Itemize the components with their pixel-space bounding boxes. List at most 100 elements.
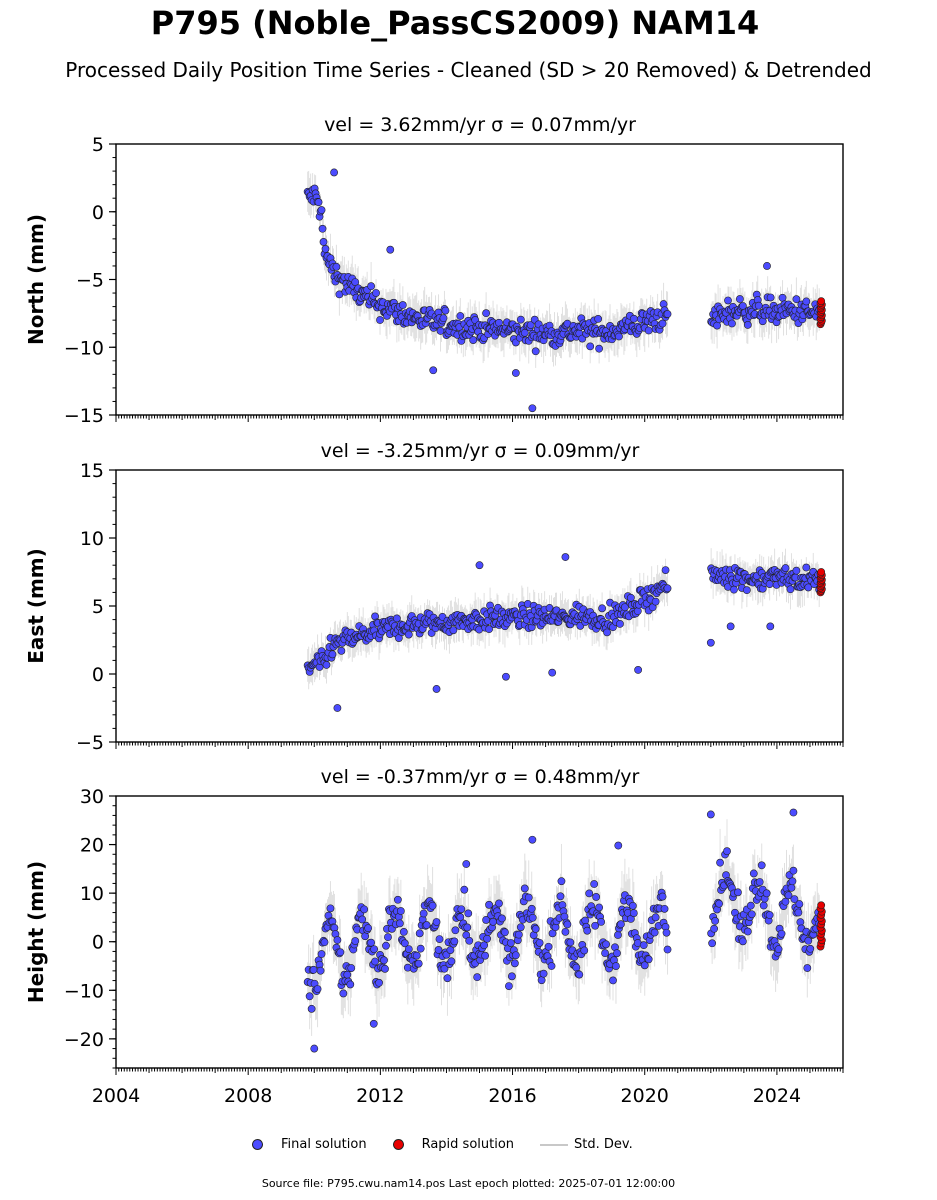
y-tick-label: 10	[80, 528, 104, 550]
panel-title: vel = 3.62mm/yr σ = 0.07mm/yr	[324, 114, 636, 136]
final-point	[396, 907, 405, 915]
final-point	[544, 942, 553, 951]
final-point	[629, 909, 638, 917]
final-point	[333, 936, 342, 944]
final-point	[738, 302, 747, 310]
final-point	[364, 924, 373, 933]
y-axis-label: Height (mm)	[24, 861, 48, 1003]
final-point	[370, 945, 378, 954]
final-point	[526, 321, 535, 329]
final-point	[774, 945, 783, 954]
legend-rapid: Rapid solution	[392, 1137, 514, 1152]
final-point	[371, 957, 379, 966]
final-point	[556, 892, 565, 901]
legend-stddev: Std. Dev.	[540, 1137, 633, 1152]
final-point	[572, 963, 581, 972]
final-point	[380, 956, 388, 965]
final-point	[640, 961, 649, 970]
final-point	[626, 593, 635, 602]
final-point	[759, 901, 768, 910]
final-point	[777, 929, 786, 938]
final-point	[506, 939, 515, 947]
final-point	[535, 938, 544, 947]
final-point	[804, 583, 813, 592]
chart-title: P795 (Noble_PassCS2009) NAM14	[150, 4, 760, 42]
final-point	[628, 901, 637, 910]
final-point	[416, 944, 425, 953]
final-point	[305, 992, 314, 1001]
final-point	[586, 342, 595, 351]
legend-stddev-label: Std. Dev.	[574, 1137, 633, 1152]
final-point	[629, 314, 638, 323]
final-point	[386, 245, 395, 254]
final-point	[347, 964, 356, 972]
final-point	[398, 301, 407, 309]
final-point	[735, 295, 744, 303]
final-point	[794, 908, 803, 917]
final-point	[580, 946, 589, 955]
final-point	[594, 315, 603, 323]
final-point	[658, 319, 667, 328]
final-point	[456, 913, 465, 922]
final-point	[419, 909, 428, 918]
final-point	[644, 326, 653, 335]
final-point	[616, 619, 624, 628]
y-axis-label: East (mm)	[24, 548, 48, 664]
final-point	[738, 937, 747, 946]
time-series-figure: −15 −10 −5 0 5 vel = 3.62mm/yr σ = 0.07mm/yr N…	[24, 114, 844, 1107]
y-tick-label: −10	[64, 980, 104, 1002]
final-point	[802, 297, 811, 306]
final-point	[489, 917, 497, 926]
final-point	[320, 938, 329, 947]
final-point	[381, 964, 389, 973]
sigma-label: σ = 0.09mm/yr	[495, 440, 640, 462]
final-point	[585, 889, 594, 898]
final-point	[392, 614, 401, 623]
final-point	[781, 564, 790, 572]
final-point	[309, 965, 318, 974]
x-tick-label: 2008	[224, 1085, 272, 1107]
final-point	[617, 920, 625, 929]
final-point	[595, 344, 604, 353]
legend-final-label: Final solution	[281, 1137, 367, 1152]
legend-final: Final solution	[252, 1137, 367, 1152]
final-point	[443, 974, 452, 983]
y-tick-label: 30	[80, 786, 104, 808]
rapid-point	[817, 297, 826, 306]
final-point	[561, 553, 570, 561]
final-point	[583, 926, 592, 935]
final-point	[710, 924, 719, 933]
final-point	[639, 941, 648, 950]
final-point	[412, 951, 421, 960]
final-point	[485, 625, 493, 634]
final-point	[314, 198, 323, 207]
final-point	[337, 646, 346, 655]
final-point	[464, 909, 473, 918]
final-point	[367, 938, 376, 947]
final-point	[747, 910, 756, 919]
final-point	[792, 295, 801, 304]
final-point	[723, 847, 731, 856]
final-point	[790, 895, 799, 904]
final-point	[428, 901, 437, 910]
final-point	[440, 964, 449, 973]
final-point	[548, 668, 557, 677]
final-point	[457, 905, 466, 914]
final-point	[511, 369, 520, 377]
final-point	[511, 951, 520, 960]
source-footer: Source file: P795.cwu.nam14.pos Last epo…	[261, 1177, 676, 1190]
final-point	[384, 933, 392, 942]
final-point	[404, 630, 413, 639]
final-point	[743, 927, 752, 936]
final-point	[757, 861, 766, 870]
final-point	[339, 989, 348, 998]
panel-title: vel = -3.25mm/yr σ = 0.09mm/yr	[321, 440, 640, 462]
sigma-label: σ = 0.07mm/yr	[491, 114, 636, 136]
final-point	[658, 892, 667, 901]
final-point	[316, 966, 325, 975]
final-point	[766, 622, 775, 631]
final-point	[595, 903, 604, 912]
y-tick-label: 5	[92, 596, 104, 618]
y-tick-label: 5	[92, 134, 104, 156]
x-tick-label: 2020	[621, 1085, 669, 1107]
